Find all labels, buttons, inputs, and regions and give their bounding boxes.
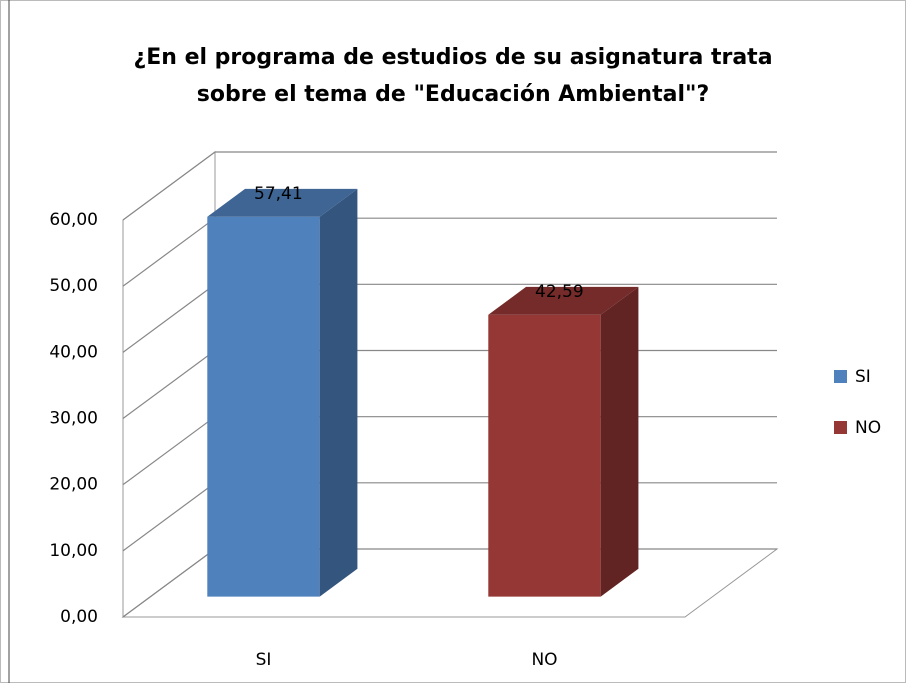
x-tick-label: NO [531, 650, 557, 670]
grid-line [122, 151, 777, 221]
legend-swatch [834, 421, 847, 434]
bar-front [207, 216, 320, 597]
y-tick-label: 10,00 [49, 541, 98, 561]
y-tick-label: 40,00 [49, 342, 98, 362]
legend-label: SI [855, 367, 871, 387]
x-tick-label: SI [256, 650, 272, 670]
chart-title: ¿En el programa de estudios de su asigna… [133, 45, 772, 70]
data-label: 42,59 [535, 282, 584, 302]
data-label: 57,41 [254, 184, 303, 204]
bar-top [207, 188, 358, 217]
legend-swatch [834, 370, 847, 383]
bar-side [319, 188, 358, 597]
y-tick-label: 50,00 [49, 276, 98, 296]
bar-side [600, 286, 639, 597]
legend-label: NO [855, 418, 881, 438]
y-tick-label: 30,00 [49, 409, 98, 429]
y-tick-label: 60,00 [49, 210, 98, 230]
chart-title: sobre el tema de "Educación Ambiental"? [197, 82, 709, 107]
bar-front [488, 314, 601, 597]
y-tick-label: 20,00 [49, 475, 98, 495]
bar-top [488, 286, 639, 315]
y-tick-label: 0,00 [60, 607, 98, 627]
